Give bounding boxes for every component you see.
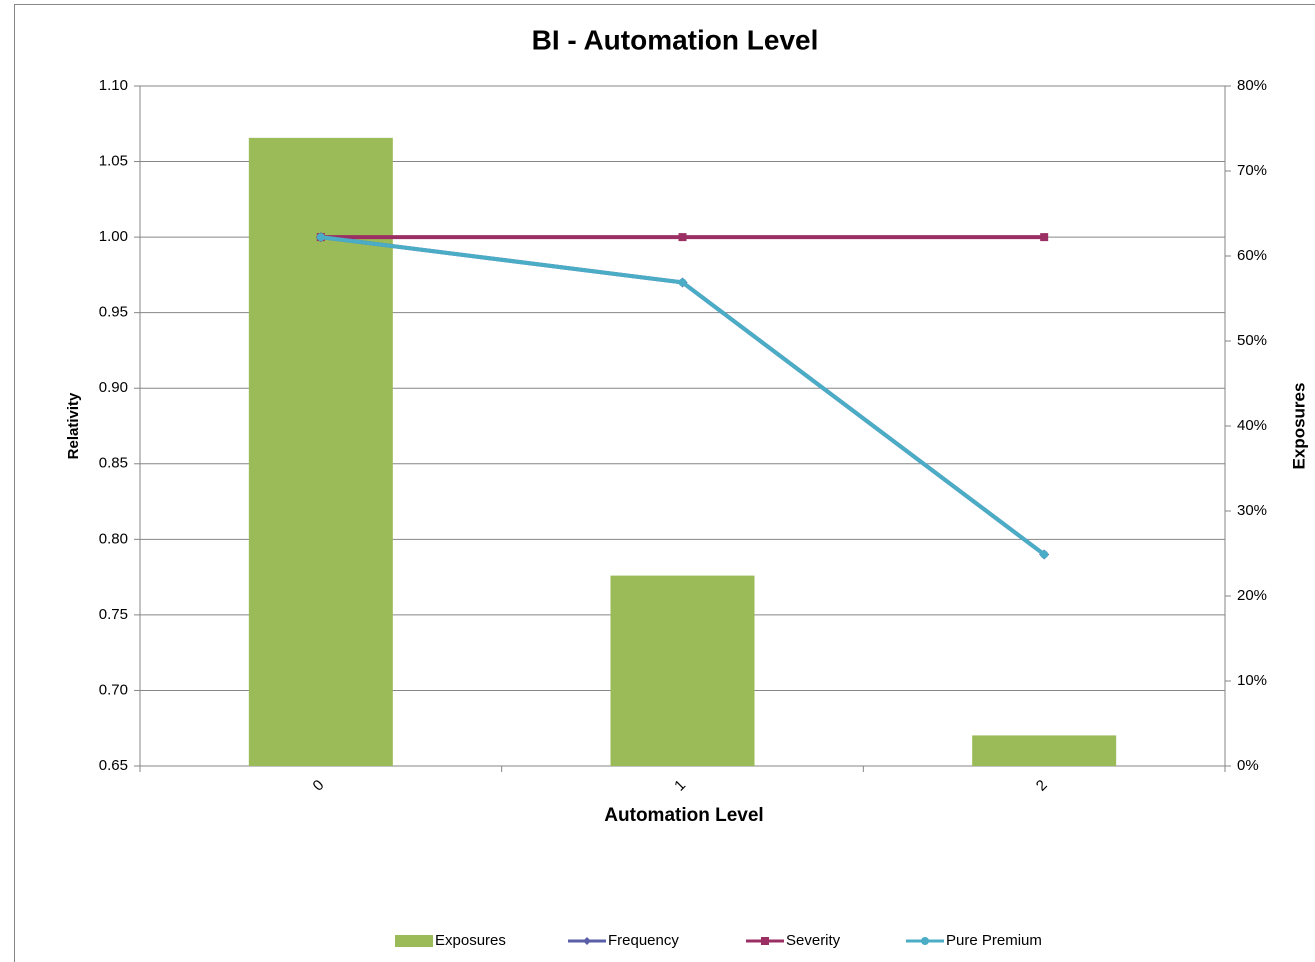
y-tick-label: 0.65 [99,757,128,774]
y2-tick-label: 10% [1237,672,1267,689]
legend-label: Exposures [435,932,506,949]
bar [972,735,1117,766]
y-tick-label: 1.05 [99,153,128,170]
chart-title: BI - Automation Level [532,24,819,55]
marker [1040,550,1049,559]
legend-marker [583,937,591,945]
y-axis-label: Relativity [65,392,82,459]
legend-marker [921,937,929,945]
marker [316,233,325,242]
legend-swatch [395,935,433,947]
marker [1040,233,1049,242]
bar [248,137,393,767]
legend-marker [761,937,769,945]
y-tick-label: 0.85 [99,455,128,472]
y-tick-label: 0.75 [99,606,128,623]
y2-tick-label: 60% [1237,247,1267,264]
y-tick-label: 1.00 [99,228,128,245]
y2-tick-label: 0% [1237,757,1259,774]
y2-tick-label: 50% [1237,332,1267,349]
bar [610,575,755,766]
y2-tick-label: 20% [1237,587,1267,604]
y-tick-label: 0.95 [99,304,128,321]
y-tick-label: 0.70 [99,681,128,698]
marker [678,233,687,242]
y2-tick-label: 70% [1237,162,1267,179]
y2-tick-label: 30% [1237,502,1267,519]
x-axis-label: Automation Level [604,805,763,826]
legend-label: Severity [786,932,841,949]
marker [678,278,687,287]
legend-label: Frequency [608,932,679,949]
y2-tick-label: 80% [1237,77,1267,94]
y-tick-label: 0.90 [99,379,128,396]
y-tick-label: 0.80 [99,530,128,547]
y2-axis-label: Exposures [1289,383,1308,470]
y2-tick-label: 40% [1237,417,1267,434]
legend-label: Pure Premium [946,932,1042,949]
chart-frame [14,4,1315,962]
y-tick-label: 1.10 [99,77,128,94]
